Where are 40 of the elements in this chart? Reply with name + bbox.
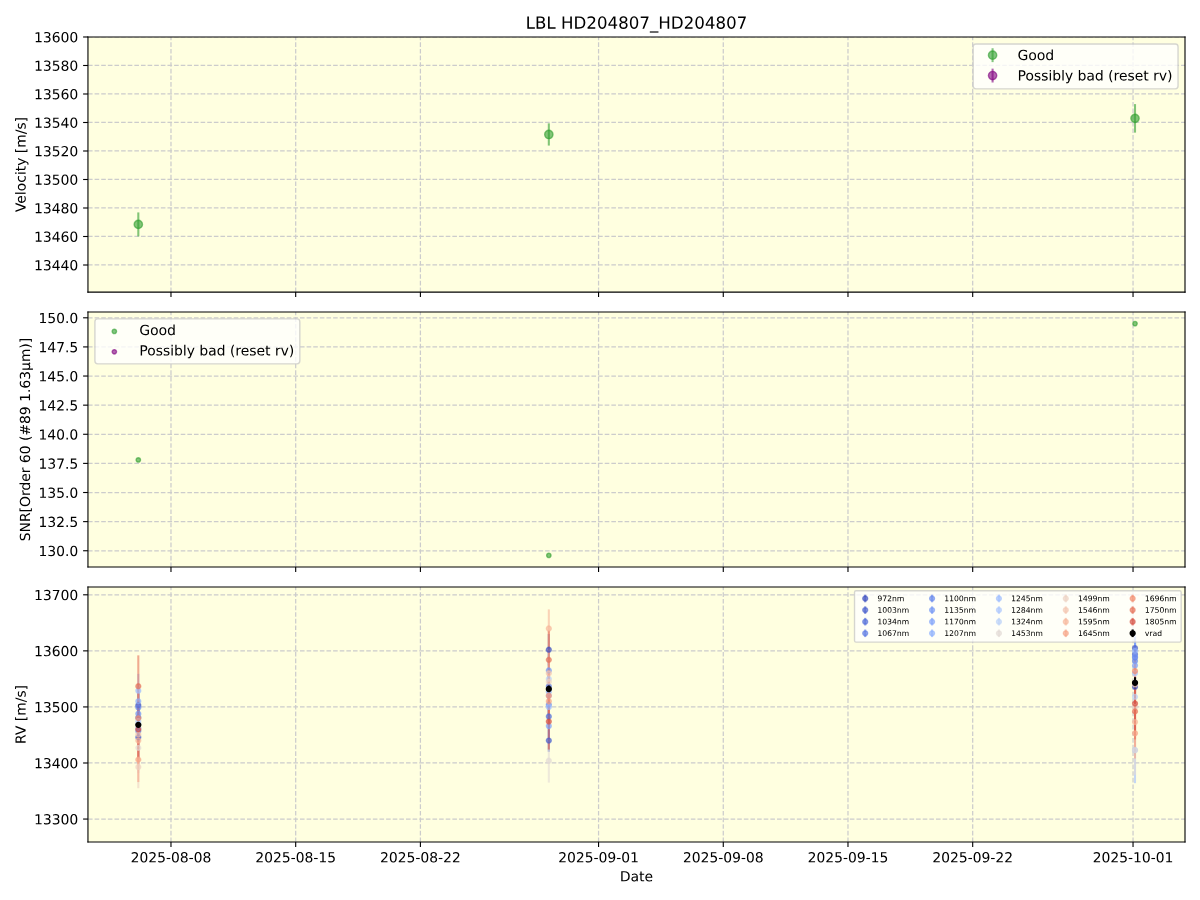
y-tick-label: 150.0 (40, 312, 78, 324)
y-axis-title: SNR[Order 60 (#89 1.63μm)] (19, 338, 33, 541)
y-tick-label: 142.5 (40, 400, 78, 411)
y-tick-label: 13600 (35, 645, 78, 657)
y-tick-label: 13500 (35, 701, 78, 713)
y-tick-label: 140.0 (40, 429, 78, 440)
y-tick-label: 13400 (35, 757, 78, 769)
x-tick-label: 2025-09-01 (559, 852, 638, 863)
y-tick-label: 147.5 (40, 342, 78, 353)
legend-label: Good (1018, 49, 1053, 61)
legend-label: Possibly bad (reset rv) (1018, 69, 1172, 84)
y-tick-label: 145.0 (40, 371, 78, 382)
chart-title: LBL HD204807_HD204807 (527, 16, 746, 33)
y-tick-label: 13540 (35, 117, 78, 128)
y-tick-label: 13300 (35, 814, 78, 825)
x-tick-label: 2025-09-08 (683, 852, 763, 863)
y-tick-label: 13500 (35, 174, 78, 185)
x-tick-label: 2025-08-15 (256, 852, 335, 863)
y-tick-label: 13480 (35, 202, 78, 214)
x-tick-label: 2025-09-15 (808, 852, 888, 863)
y-tick-label: 13580 (35, 60, 78, 71)
y-tick-label: 135.0 (40, 487, 78, 498)
y-tick-label: 137.5 (40, 458, 78, 469)
x-tick-label: 2025-08-08 (131, 852, 211, 863)
y-axis-title: Velocity [m/s] (15, 118, 29, 213)
legend-label: Good (140, 324, 175, 336)
y-axis-title: RV [m/s] (15, 686, 28, 743)
y-tick-label: 132.5 (40, 516, 78, 528)
y-tick-label: 13700 (35, 589, 78, 601)
y-tick-label: 13460 (35, 231, 78, 242)
y-tick-label: 13440 (35, 259, 78, 271)
y-tick-label: 13520 (35, 145, 78, 157)
x-axis-title: Date (621, 871, 653, 882)
legend-label: Possibly bad (reset rv) (140, 344, 294, 359)
x-tick-label: 2025-08-22 (381, 852, 460, 863)
y-tick-label: 130.0 (40, 545, 78, 557)
y-tick-label: 13600 (35, 31, 78, 43)
x-tick-label: 2025-09-22 (933, 852, 1012, 863)
x-tick-label: 2025-10-01 (1093, 852, 1173, 863)
y-tick-label: 13560 (35, 88, 78, 100)
